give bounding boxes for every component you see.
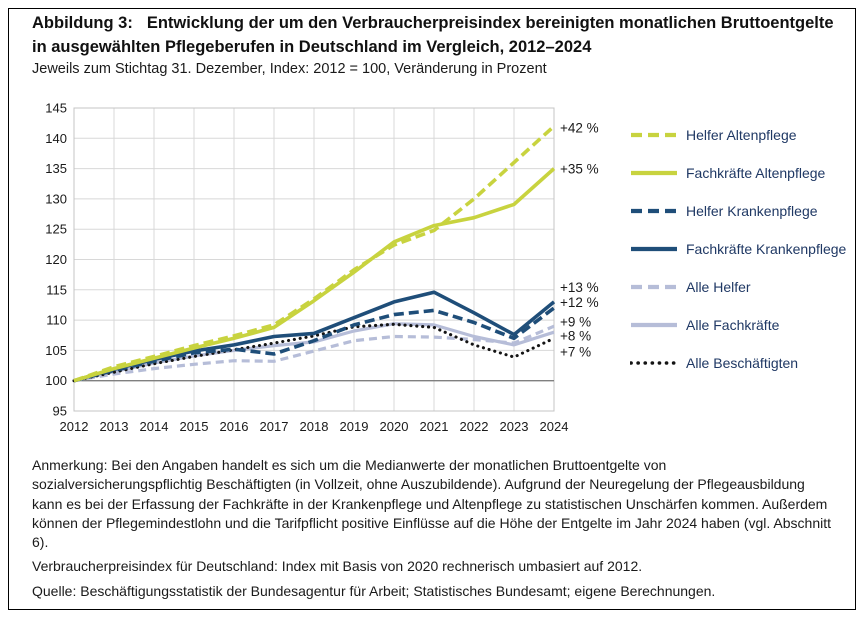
legend-label: Fachkräfte Altenpflege [686, 165, 826, 181]
series-end-label: +7 % [560, 345, 591, 360]
x-axis-tick-label: 2019 [340, 419, 369, 434]
y-axis-tick-label: 145 [45, 101, 67, 116]
legend-item: Helfer Altenpflege [630, 116, 845, 154]
legend-line-sample-dashed [631, 284, 677, 290]
figure-footnote-anmerkung: Anmerkung: Bei den Angaben handelt es si… [32, 457, 832, 551]
x-axis-tick-label: 2020 [380, 419, 409, 434]
series-end-label: +8 % [560, 328, 591, 343]
legend-line-sample-dotted [630, 361, 678, 365]
figure-number-label: Abbildung 3: [32, 14, 133, 32]
chart-legend: Helfer Altenpflege Fachkräfte Altenpflege… [630, 116, 847, 382]
legend-label: Fachkräfte Krankenpflege [686, 241, 847, 257]
figure-title-text: Entwicklung der um den Verbraucherpreisi… [32, 14, 834, 56]
y-axis-tick-label: 95 [53, 404, 67, 419]
x-axis-tick-label: 2024 [540, 419, 569, 434]
legend-item: Alle Beschäftigten [630, 344, 845, 382]
legend-item: Fachkräfte Krankenpflege [630, 230, 847, 268]
x-axis-tick-label: 2016 [220, 419, 249, 434]
plot-frame [73, 107, 555, 412]
legend-label: Alle Fachkräfte [686, 317, 780, 333]
y-axis-tick-label: 125 [45, 222, 67, 237]
x-axis-tick-label: 2014 [140, 419, 169, 434]
y-axis-tick-label: 130 [45, 191, 67, 206]
series-end-label: +9 % [560, 314, 591, 329]
chart-area: 95 100 105 110 115 120 125 130 135 140 145 2012 2013… [36, 96, 621, 446]
legend-item: Alle Helfer [630, 268, 845, 306]
legend-item: Alle Fachkräfte [630, 306, 845, 344]
legend-line-sample-dashed [631, 208, 677, 214]
y-axis-tick-label: 140 [45, 131, 67, 146]
x-axis-tick-label: 2013 [100, 419, 129, 434]
x-axis-tick-label: 2022 [460, 419, 489, 434]
series-line-dashed [73, 124, 556, 383]
legend-label: Alle Beschäftigten [686, 355, 799, 371]
series-end-label: +12 % [560, 295, 599, 310]
figure-border [8, 8, 856, 610]
legend-label: Helfer Krankenpflege [686, 203, 818, 219]
y-axis-tick-label: 115 [46, 282, 67, 297]
x-axis-tick-label: 2023 [500, 419, 529, 434]
x-axis-tick-label: 2012 [60, 419, 89, 434]
y-axis-tick-label: 135 [45, 161, 67, 176]
figure-source-line: Quelle: Beschäftigungsstatistik der Bund… [32, 583, 716, 599]
legend-item: Helfer Krankenpflege [630, 192, 845, 230]
x-axis-tick-label: 2018 [300, 419, 329, 434]
series-end-label: +13 % [560, 280, 599, 295]
y-axis-tick-label: 110 [46, 313, 67, 328]
line-chart: 95 100 105 110 115 120 125 130 135 140 145 2012 2013… [45, 101, 599, 435]
legend-label: Helfer Altenpflege [686, 127, 797, 143]
x-axis-tick-label: 2021 [420, 419, 449, 434]
legend-line-sample-solid [631, 246, 677, 252]
legend-label: Alle Helfer [686, 279, 751, 295]
x-axis-tick-label: 2017 [260, 419, 289, 434]
legend-item: Fachkräfte Altenpflege [630, 154, 845, 192]
legend-line-sample-solid [631, 170, 677, 176]
series-end-label: +35 % [560, 162, 599, 177]
legend-line-sample-dashed [631, 132, 677, 138]
series-end-label: +42 % [560, 120, 599, 135]
x-axis-tick-label: 2015 [180, 419, 209, 434]
series-line-dashed [73, 324, 555, 383]
legend-line-sample-solid [631, 322, 677, 328]
y-axis-tick-label: 100 [45, 373, 67, 388]
series-line-dotted [72, 322, 556, 383]
figure-footnote-verbraucherpreisindex: Verbraucherpreisindex für Deutschland: I… [32, 558, 643, 574]
figure-subtitle: Jeweils zum Stichtag 31. Dezember, Index… [32, 61, 547, 77]
figure-title: Abbildung 3: Entwicklung der um den Verbr… [32, 12, 838, 60]
y-axis-tick-label: 120 [45, 252, 67, 267]
y-axis-tick-label: 105 [45, 343, 67, 358]
